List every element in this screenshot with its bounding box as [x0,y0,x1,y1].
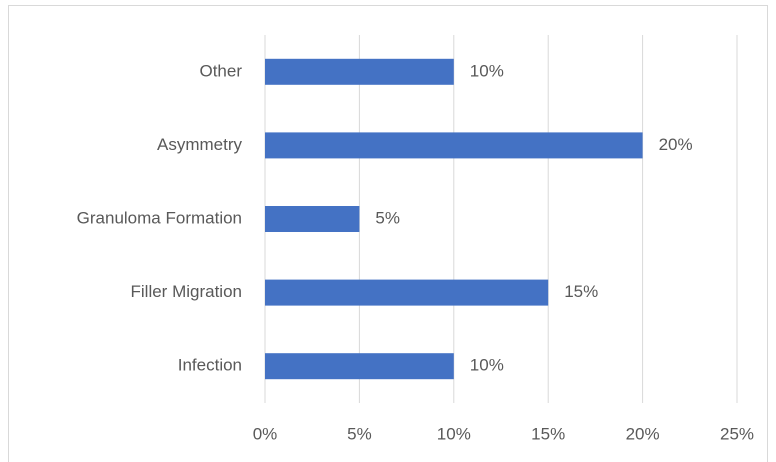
bar [265,353,454,380]
data-label: 15% [564,282,598,301]
x-tick-label: 5% [347,424,372,443]
bar [265,132,643,159]
x-tick-label: 10% [437,424,471,443]
bar [265,206,360,232]
data-label: 5% [375,208,400,227]
bar [265,58,454,85]
y-tick-label: Infection [178,356,242,375]
x-tick-label: 15% [531,424,565,443]
x-tick-label: 20% [626,424,660,443]
data-label: 20% [659,135,693,154]
y-tick-label: Other [199,61,242,80]
data-label: 10% [470,61,504,80]
y-tick-label: Granuloma Formation [77,208,242,227]
y-tick-label: Asymmetry [157,135,243,154]
x-tick-label: 25% [720,424,754,443]
y-tick-label: Filler Migration [131,282,242,301]
bar [265,279,549,306]
x-tick-label: 0% [253,424,278,443]
data-label: 10% [470,356,504,375]
